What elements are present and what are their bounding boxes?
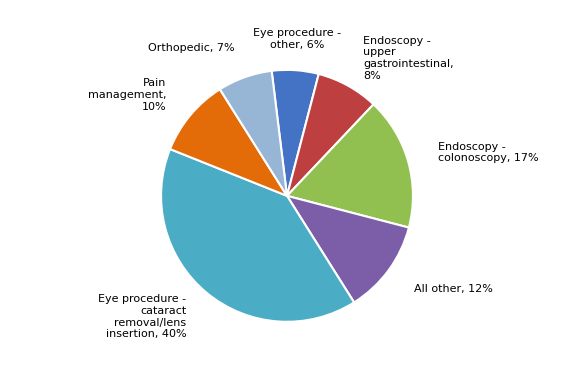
Wedge shape [161, 149, 354, 322]
Text: Endoscopy -
colonoscopy, 17%: Endoscopy - colonoscopy, 17% [439, 142, 539, 163]
Wedge shape [287, 104, 413, 228]
Text: Eye procedure -
cataract
removal/lens
insertion, 40%: Eye procedure - cataract removal/lens in… [98, 295, 186, 339]
Text: Orthopedic, 7%: Orthopedic, 7% [148, 43, 234, 53]
Text: Eye procedure -
other, 6%: Eye procedure - other, 6% [253, 28, 342, 50]
Text: All other, 12%: All other, 12% [414, 284, 493, 294]
Wedge shape [287, 74, 374, 196]
Wedge shape [170, 89, 287, 196]
Wedge shape [220, 71, 287, 196]
Text: Endoscopy -
upper
gastrointestinal,
8%: Endoscopy - upper gastrointestinal, 8% [363, 36, 454, 81]
Text: Pain
management,
10%: Pain management, 10% [88, 78, 166, 112]
Wedge shape [287, 196, 409, 303]
Wedge shape [272, 70, 319, 196]
